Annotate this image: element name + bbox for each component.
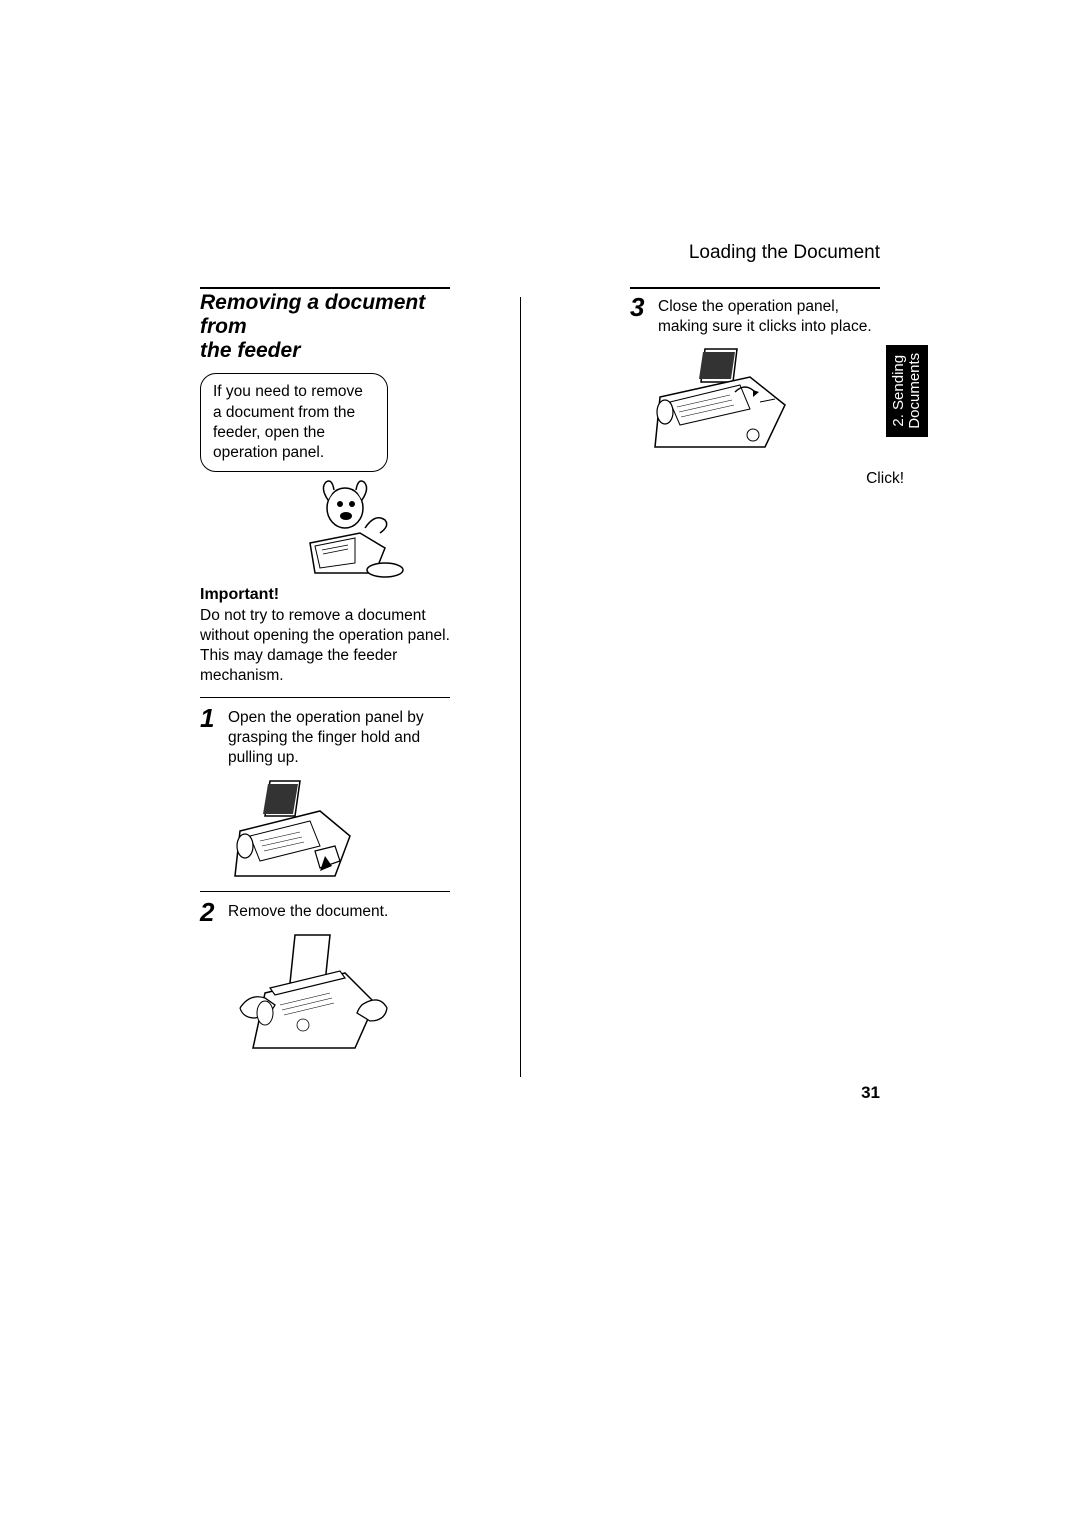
step-2-illustration	[235, 933, 375, 1038]
step-3: 3 Close the operation panel, making sure…	[630, 287, 880, 337]
chapter-tab-text: 2. Sending Documents	[891, 353, 923, 429]
left-column: Removing a document from the feeder If y…	[200, 287, 470, 1077]
page-header: Loading the Document	[689, 242, 880, 264]
step-3-number: 3	[630, 294, 658, 320]
step-1-text: Open the operation panel by grasping the…	[228, 704, 450, 768]
right-column: 3 Close the operation panel, making sure…	[610, 287, 880, 1077]
step-1-illustration	[220, 776, 360, 881]
important-label: Important!	[200, 586, 450, 604]
speech-bubble-text: If you need to remove a document from th…	[213, 383, 363, 460]
character-illustration	[290, 478, 400, 578]
step-1-number: 1	[200, 705, 228, 731]
step-2-text: Remove the document.	[228, 898, 388, 922]
step-divider-2	[200, 891, 450, 892]
section-title-line2: the feeder	[200, 339, 300, 362]
important-text: Do not try to remove a document without …	[200, 606, 450, 687]
speech-bubble: If you need to remove a document from th…	[200, 373, 388, 472]
section-title-line1: Removing a document from	[200, 291, 425, 338]
section-title: Removing a document from the feeder	[200, 287, 450, 363]
content-area: Removing a document from the feeder If y…	[200, 287, 880, 1077]
chapter-tab: 2. Sending Documents	[886, 345, 928, 437]
step-2-number: 2	[200, 899, 228, 925]
step-1: 1 Open the operation panel by grasping t…	[200, 704, 450, 768]
step-3-text: Close the operation panel, making sure i…	[658, 293, 880, 337]
step-2: 2 Remove the document.	[200, 898, 450, 925]
column-divider	[520, 297, 521, 1077]
tab-line1: 2. Sending	[890, 355, 907, 427]
step-divider-1	[200, 697, 450, 698]
page-number: 31	[861, 1083, 880, 1103]
step-3-illustration: Click!	[645, 347, 880, 457]
tab-line2: Documents	[906, 353, 923, 429]
click-label: Click!	[866, 470, 904, 488]
